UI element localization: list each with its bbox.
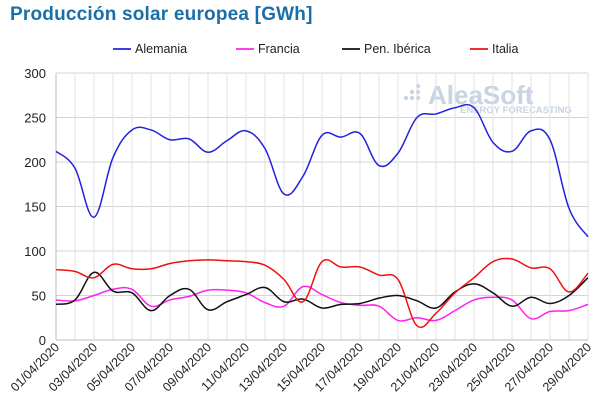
y-tick-label: 50 [32, 289, 46, 304]
series-line-pen-ib-rica [55, 271, 589, 312]
legend-label-pen-ib-rica: Pen. Ibérica [364, 42, 431, 56]
x-axis: 01/04/202003/04/202005/04/202007/04/2020… [8, 340, 594, 394]
watermark-brand: AleaSoft [428, 80, 534, 110]
series-group [55, 103, 589, 328]
y-tick-label: 250 [24, 111, 46, 126]
y-tick-label: 100 [24, 244, 46, 259]
y-tick-label: 0 [39, 333, 46, 348]
watermark-dot [415, 95, 421, 101]
series-line-alemania [55, 103, 589, 238]
legend: Alemania Francia Pen. Ibérica Italia [113, 42, 518, 56]
legend-label-alemania: Alemania [135, 42, 187, 56]
y-axis: 0 50 100 150 200 250 300 [24, 66, 46, 348]
watermark-dot [409, 89, 415, 95]
series-line-italia [55, 257, 589, 328]
watermark-dot [403, 95, 409, 101]
watermark-dot [415, 83, 421, 89]
legend-label-italia: Italia [492, 42, 518, 56]
watermark-dot [415, 89, 421, 95]
aleasoft-watermark: AleaSoft ENERGY FORECASTING [403, 80, 572, 116]
y-tick-label: 200 [24, 155, 46, 170]
watermark-tagline: ENERGY FORECASTING [460, 105, 572, 116]
y-tick-label: 300 [24, 66, 46, 81]
y-tick-label: 150 [24, 200, 46, 215]
aleasoft-logo-icon [403, 83, 421, 101]
chart-title: Producción solar europea [GWh] [10, 4, 313, 25]
watermark-dot [409, 95, 415, 101]
legend-label-francia: Francia [258, 42, 300, 56]
